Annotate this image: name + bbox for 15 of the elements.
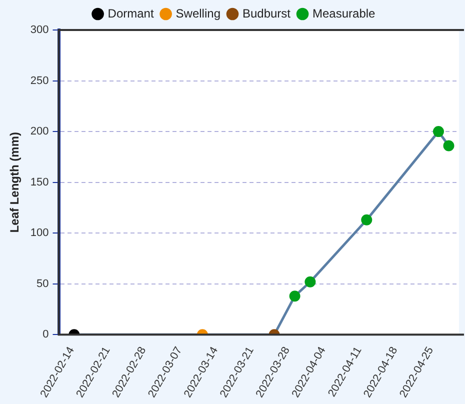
y-tick-label: 100 bbox=[30, 227, 49, 240]
point bbox=[361, 214, 372, 226]
y-tick-label: 200 bbox=[30, 126, 49, 138]
point bbox=[432, 126, 444, 138]
legend-label: Swelling bbox=[176, 6, 220, 20]
y-tick-label: 250 bbox=[30, 74, 49, 87]
point bbox=[443, 140, 454, 152]
y-tick-label: 50 bbox=[36, 278, 49, 290]
y-tick-label: 150 bbox=[30, 176, 49, 188]
y-tick-label: 300 bbox=[30, 24, 49, 36]
legend-label: Dormant bbox=[108, 6, 154, 20]
legend-label: Budburst bbox=[242, 6, 292, 20]
legend-label: Measurable bbox=[312, 6, 376, 20]
y-axis-title: Leaf Length (mm) bbox=[8, 132, 22, 233]
y-tick-label: 0 bbox=[42, 328, 49, 341]
